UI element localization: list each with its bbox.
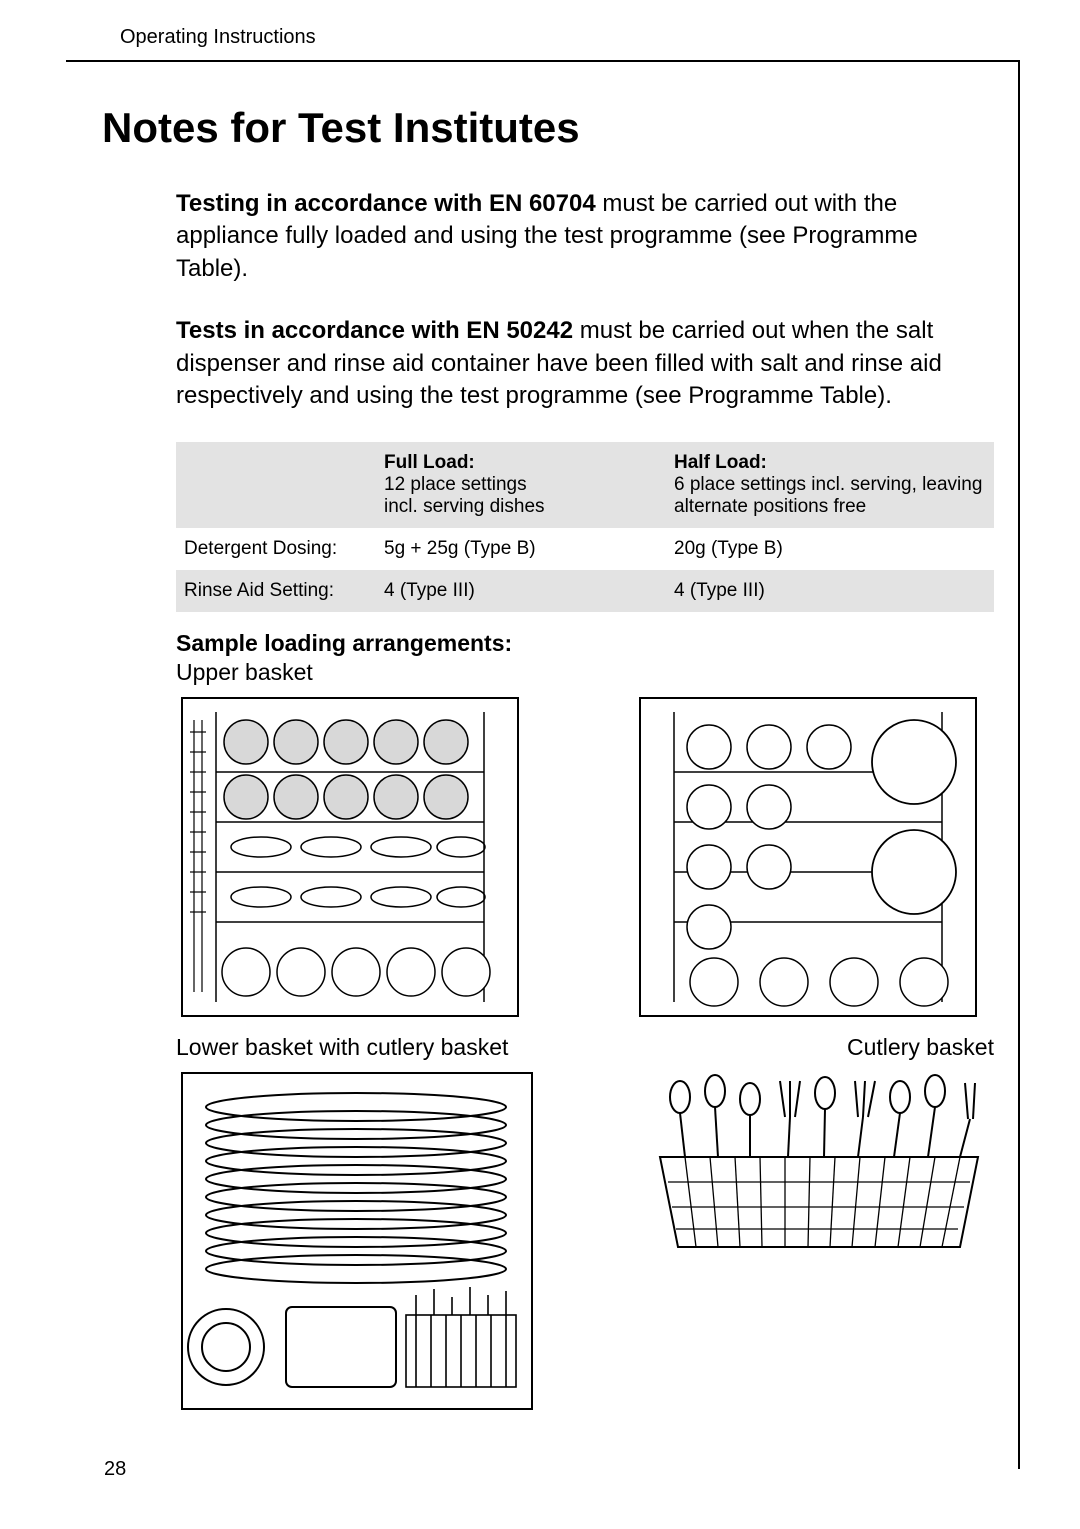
half-load-sub2: alternate positions free: [674, 496, 986, 518]
para2-bold: Tests in accordance with EN 50242: [176, 317, 573, 344]
table-header-empty: [176, 442, 376, 528]
lower-basket-caption: Lower basket with cutlery basket: [176, 1034, 508, 1061]
paragraph-en50242: Tests in accordance with EN 50242 must b…: [176, 315, 982, 412]
full-load-title: Full Load:: [384, 452, 658, 474]
lower-diagram-row: [176, 1067, 982, 1415]
full-load-sub1: 12 place settings: [384, 474, 658, 496]
paragraph-en60704: Testing in accordance with EN 60704 must…: [176, 188, 982, 285]
page-frame: Operating Instructions Notes for Test In…: [66, 60, 1020, 1469]
row0-full: 5g + 25g (Type B): [376, 528, 666, 570]
header-section: Operating Instructions: [116, 26, 320, 49]
row1-half: 4 (Type III): [666, 570, 994, 612]
page-number: 28: [104, 1458, 126, 1481]
row0-label: Detergent Dosing:: [176, 528, 376, 570]
sample-loading-heading: Sample loading arrangements:: [176, 630, 982, 657]
lower-basket-diagram: [176, 1067, 538, 1415]
page-title: Notes for Test Institutes: [102, 104, 982, 152]
cutlery-basket-caption: Cutlery basket: [847, 1034, 994, 1061]
page-content: Notes for Test Institutes Testing in acc…: [66, 62, 1018, 1415]
table-header-full-load: Full Load: 12 place settings incl. servi…: [376, 442, 666, 528]
row1-label: Rinse Aid Setting:: [176, 570, 376, 612]
lower-captions-row: Lower basket with cutlery basket Cutlery…: [176, 1034, 994, 1061]
upper-basket-caption: Upper basket: [176, 659, 982, 686]
half-load-title: Half Load:: [674, 452, 986, 474]
upper-basket-half-diagram: [634, 692, 982, 1022]
table-header-half-load: Half Load: 6 place settings incl. servin…: [666, 442, 994, 528]
upper-basket-full-diagram: [176, 692, 524, 1022]
row0-half: 20g (Type B): [666, 528, 994, 570]
upper-diagram-row: [176, 692, 982, 1022]
full-load-sub2: incl. serving dishes: [384, 496, 658, 518]
half-load-sub1: 6 place settings incl. serving, leaving: [674, 474, 986, 496]
settings-table: Full Load: 12 place settings incl. servi…: [176, 442, 994, 612]
para1-bold: Testing in accordance with EN 60704: [176, 190, 596, 217]
row1-full: 4 (Type III): [376, 570, 666, 612]
cutlery-basket-diagram: [630, 1067, 1008, 1265]
